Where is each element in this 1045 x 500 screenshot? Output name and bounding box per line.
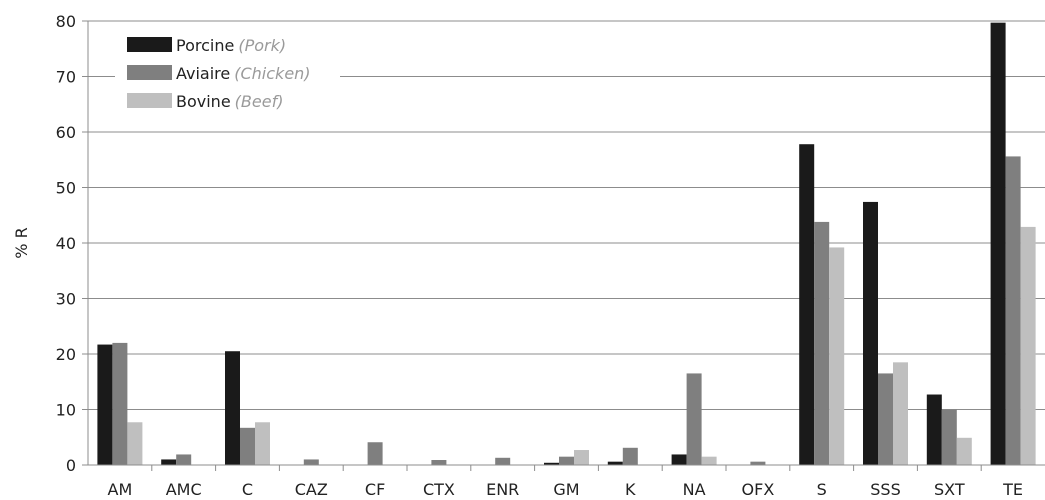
bar-porcine-s bbox=[799, 144, 815, 465]
x-tick-label: OFX bbox=[742, 480, 775, 499]
bar-aviaire-cf bbox=[367, 442, 383, 465]
bar-porcine-gm bbox=[544, 462, 559, 465]
legend-item-bovine: Bovine (Beef) bbox=[127, 92, 283, 111]
bar-porcine-c bbox=[225, 351, 240, 465]
x-tick-label: ENR bbox=[486, 480, 519, 499]
x-tick-label: NA bbox=[683, 480, 706, 499]
legend-series-name: Porcine bbox=[176, 36, 234, 55]
legend-series-name: Aviaire bbox=[176, 64, 230, 83]
y-tick-label: 80 bbox=[56, 12, 76, 31]
bar-aviaire-te bbox=[1005, 156, 1021, 466]
y-tick-labels: 0 10 20 30 40 50 60 70 80 bbox=[56, 12, 88, 475]
bar-porcine-na bbox=[671, 454, 687, 465]
legend-swatch bbox=[127, 65, 172, 80]
bar-aviaire-am bbox=[112, 342, 128, 465]
legend-swatch bbox=[127, 93, 172, 108]
bar-aviaire-k bbox=[622, 447, 638, 465]
legend-item-porcine: Porcine (Pork) bbox=[127, 36, 286, 55]
bar-aviaire-s bbox=[814, 221, 830, 465]
x-tick-label: CTX bbox=[423, 480, 455, 499]
x-tick-label: AM bbox=[108, 480, 133, 499]
bar-porcine-te bbox=[990, 22, 1006, 465]
y-tick-label: 20 bbox=[56, 345, 76, 364]
legend-label: Aviaire (Chicken) bbox=[176, 64, 311, 83]
bar-bovine-am bbox=[127, 422, 143, 465]
bar-porcine-amc bbox=[161, 459, 177, 465]
y-tick-label: 10 bbox=[56, 401, 76, 420]
legend-label: Porcine (Pork) bbox=[176, 36, 286, 55]
y-axis-title: % R bbox=[12, 227, 31, 258]
bar-aviaire-ofx bbox=[750, 461, 766, 465]
x-tick-label: AMC bbox=[166, 480, 202, 499]
bar-bovine-gm bbox=[574, 450, 589, 465]
legend-series-name: Bovine bbox=[176, 92, 231, 111]
y-tick-label: 60 bbox=[56, 123, 76, 142]
x-tick-label: K bbox=[625, 480, 636, 499]
bar-aviaire-gm bbox=[559, 456, 574, 465]
y-tick-label: 70 bbox=[56, 68, 76, 87]
legend: Porcine (Pork)Aviaire (Chicken)Bovine (Beef… bbox=[115, 28, 340, 128]
y-tick-label: 40 bbox=[56, 234, 76, 253]
bar-bovine-s bbox=[829, 247, 845, 465]
bar-aviaire-amc bbox=[176, 454, 192, 465]
x-tick-label: SXT bbox=[934, 480, 965, 499]
legend-series-translation: (Chicken) bbox=[234, 64, 310, 83]
legend-series-translation: (Pork) bbox=[238, 36, 286, 55]
x-tick-labels: AM AMC C CAZ CF CTX ENR GM K NA OFX S SSS SXT TE bbox=[108, 465, 1023, 499]
bar-aviaire-na bbox=[686, 373, 702, 465]
bar-bovine-c bbox=[255, 422, 270, 465]
bar-porcine-sxt bbox=[926, 394, 942, 465]
x-tick-label: S bbox=[817, 480, 827, 499]
bar-bovine-sxt bbox=[956, 437, 972, 465]
bar-bovine-te bbox=[1020, 226, 1036, 465]
bar-aviaire-enr bbox=[495, 457, 511, 465]
x-tick-label: GM bbox=[553, 480, 579, 499]
bar-porcine-sss bbox=[863, 201, 878, 465]
legend-label: Bovine (Beef) bbox=[176, 92, 283, 111]
bars bbox=[97, 22, 1036, 466]
bar-aviaire-sxt bbox=[941, 409, 957, 465]
y-tick-label: 30 bbox=[56, 290, 76, 309]
bar-bovine-sss bbox=[893, 362, 908, 465]
legend-series-translation: (Beef) bbox=[235, 92, 284, 111]
bar-porcine-k bbox=[607, 461, 623, 465]
bar-aviaire-caz bbox=[303, 459, 319, 465]
bar-aviaire-ctx bbox=[431, 460, 447, 465]
bar-aviaire-sss bbox=[878, 373, 893, 465]
legend-item-aviaire: Aviaire (Chicken) bbox=[127, 64, 311, 83]
x-tick-label: SSS bbox=[870, 480, 900, 499]
x-tick-label: TE bbox=[1002, 480, 1023, 499]
x-tick-label: C bbox=[242, 480, 253, 499]
x-tick-label: CAZ bbox=[295, 480, 328, 499]
bar-bovine-na bbox=[701, 456, 717, 465]
y-tick-label: 50 bbox=[56, 179, 76, 198]
y-tick-label: 0 bbox=[66, 456, 76, 475]
bar-aviaire-c bbox=[240, 427, 255, 465]
x-tick-label: CF bbox=[365, 480, 385, 499]
bar-porcine-am bbox=[97, 344, 113, 465]
legend-swatch bbox=[127, 37, 172, 52]
